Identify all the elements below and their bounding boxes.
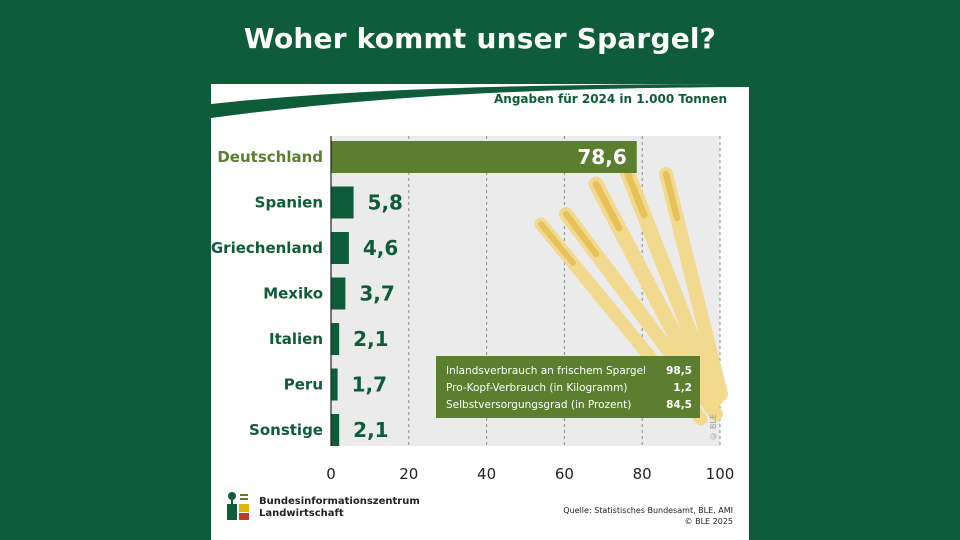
- info-value: 84,5: [666, 399, 692, 411]
- x-tick-label: 60: [555, 465, 574, 483]
- bar-mexiko: [331, 277, 346, 310]
- asparagus-tip: [538, 221, 576, 266]
- copyright-vertical: © BLE: [709, 414, 718, 441]
- category-label: Spanien: [255, 194, 323, 212]
- category-label: Deutschland: [217, 148, 323, 166]
- info-row-consumption: Inlandsverbrauch an frischem Spargel 98,…: [446, 362, 692, 380]
- asparagus-tip: [622, 165, 648, 219]
- page-title: Woher kommt unser Spargel?: [243, 22, 717, 55]
- info-box: Inlandsverbrauch an frischem Spargel 98,…: [436, 356, 700, 418]
- info-value: 1,2: [673, 382, 692, 394]
- category-label: Italien: [269, 330, 323, 348]
- category-label: Griechenland: [211, 239, 323, 257]
- value-label: 4,6: [363, 236, 398, 260]
- bars: [331, 141, 637, 446]
- bar-peru: [331, 368, 338, 401]
- x-tick-label: 0: [326, 465, 336, 483]
- bar-griechenland: [331, 232, 349, 264]
- value-label: 1,7: [352, 373, 387, 397]
- value-label: 3,7: [359, 282, 394, 306]
- ble-logo-icon: [225, 490, 251, 522]
- x-tick-label: 100: [706, 465, 735, 483]
- bar-sonstige: [331, 414, 340, 446]
- source-line: Quelle: Statistisches Bundesamt, BLE, AM…: [563, 506, 733, 515]
- unit-note: Angaben für 2024 in 1.000 Tonnen: [494, 92, 727, 106]
- info-label: Selbstversorgungsgrad (in Prozent): [446, 399, 632, 411]
- info-row-per-capita: Pro-Kopf-Verbrauch (in Kilogramm) 1,2: [446, 379, 692, 397]
- organization-line: Bundesinformationszentrum: [259, 496, 420, 507]
- info-label: Pro-Kopf-Verbrauch (in Kilogramm): [446, 382, 628, 394]
- category-label: Sonstige: [249, 421, 323, 439]
- organization-line: Landwirtschaft: [259, 508, 344, 519]
- category-labels: Deutschland Spanien Griechenland Mexiko Ital…: [211, 148, 323, 439]
- x-tick-label: 20: [399, 465, 418, 483]
- info-value: 98,5: [666, 365, 692, 377]
- asparagus-tip: [562, 210, 600, 258]
- value-label: 2,1: [353, 327, 388, 351]
- organization-name: Bundesinformationszentrum Landwirtschaft: [259, 496, 420, 520]
- bar-italien: [331, 323, 340, 355]
- value-labels: 78,6 5,8 4,6 3,7 2,1 1,7 2,1: [352, 145, 627, 442]
- asparagus-tip: [592, 180, 623, 232]
- x-tick-label: 80: [633, 465, 652, 483]
- category-label: Mexiko: [263, 285, 323, 303]
- green-swoosh-decoration: [211, 84, 749, 118]
- copyright-line: © BLE 2025: [684, 517, 733, 526]
- asparagus-tip: [662, 170, 681, 222]
- source-note: Quelle: Statistisches Bundesamt, BLE, AM…: [563, 505, 733, 527]
- value-label: 2,1: [353, 418, 388, 442]
- infographic-card: Angaben für 2024 in 1.000 Tonnen Deutsch…: [211, 84, 749, 540]
- value-label: 5,8: [368, 191, 403, 215]
- bar-deutschland: [331, 141, 637, 173]
- value-label: 78,6: [577, 145, 626, 169]
- x-tick-label: 40: [477, 465, 496, 483]
- info-label: Inlandsverbrauch an frischem Spargel: [446, 365, 646, 377]
- info-row-self-sufficiency: Selbstversorgungsgrad (in Prozent) 84,5: [446, 396, 692, 414]
- category-label: Peru: [284, 376, 323, 394]
- x-axis-ticks: 0 20 40 60 80 100: [326, 136, 734, 483]
- bar-spanien: [331, 186, 354, 219]
- bar-chart: Deutschland Spanien Griechenland Mexiko Ital…: [211, 136, 734, 483]
